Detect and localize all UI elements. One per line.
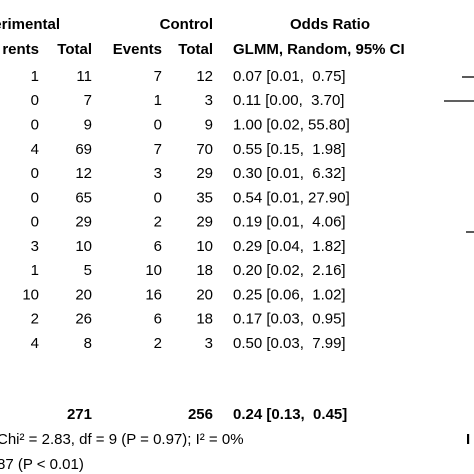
total-cell: 0.24 [0.13, 0.45] xyxy=(233,406,347,423)
cell: 1.00 [0.02, 55.80] xyxy=(233,117,350,134)
column-header: Total xyxy=(178,41,213,58)
cell: 1 xyxy=(31,262,39,279)
cell: 20 xyxy=(196,286,213,303)
cell: 18 xyxy=(196,262,213,279)
cell: 3 xyxy=(154,165,162,182)
cell: 0.30 [0.01, 6.32] xyxy=(233,165,346,182)
cell: 0.07 [0.01, 0.75] xyxy=(233,68,346,85)
cell: 3 xyxy=(205,335,213,352)
footer-text: 87 (P < 0.01) xyxy=(0,456,84,473)
cell: 29 xyxy=(196,214,213,231)
cell: 0 xyxy=(31,165,39,182)
cell: 65 xyxy=(75,189,92,206)
cell: 0 xyxy=(31,189,39,206)
cell: 4 xyxy=(31,335,39,352)
column-header: Events xyxy=(113,41,162,58)
plot-label: I xyxy=(466,431,470,448)
cell: 1 xyxy=(154,92,162,109)
cell: 0.55 [0.15, 1.98] xyxy=(233,141,346,158)
cell: 35 xyxy=(196,189,213,206)
cell: 5 xyxy=(84,262,92,279)
cell: 0.29 [0.04, 1.82] xyxy=(233,238,346,255)
cell: 0.54 [0.01, 27.90] xyxy=(233,189,350,206)
cell: 0.11 [0.00, 3.70] xyxy=(233,92,344,109)
cell: 2 xyxy=(31,311,39,328)
cell: 1 xyxy=(31,68,39,85)
cell: 0.50 [0.03, 7.99] xyxy=(233,335,346,352)
cell: 3 xyxy=(205,92,213,109)
column-header: GLMM, Random, 95% CI xyxy=(233,41,405,58)
cell: 26 xyxy=(75,311,92,328)
cell: 0 xyxy=(31,92,39,109)
group-header: perimental xyxy=(0,16,60,33)
cell: 70 xyxy=(196,141,213,158)
cell: 2 xyxy=(154,335,162,352)
total-cell: 256 xyxy=(188,406,213,423)
cell: 0 xyxy=(154,189,162,206)
column-header: rents xyxy=(2,41,39,58)
group-header: Odds Ratio xyxy=(290,16,370,33)
footer-text: Chi² = 2.83, df = 9 (P = 0.97); I² = 0% xyxy=(0,431,244,448)
cell: 0.25 [0.06, 1.02] xyxy=(233,286,346,303)
cell: 7 xyxy=(84,92,92,109)
cell: 12 xyxy=(75,165,92,182)
cell: 9 xyxy=(205,117,213,134)
cell: 20 xyxy=(75,286,92,303)
cell: 29 xyxy=(75,214,92,231)
cell: 0.17 [0.03, 0.95] xyxy=(233,311,346,328)
cell: 6 xyxy=(154,238,162,255)
cell: 69 xyxy=(75,141,92,158)
cell: 2 xyxy=(154,214,162,231)
cell: 0 xyxy=(31,117,39,134)
cell: 10 xyxy=(196,238,213,255)
cell: 7 xyxy=(154,68,162,85)
cell: 4 xyxy=(31,141,39,158)
cell: 12 xyxy=(196,68,213,85)
group-header: Control xyxy=(160,16,213,33)
column-header: Total xyxy=(57,41,92,58)
cell: 18 xyxy=(196,311,213,328)
cell: 9 xyxy=(84,117,92,134)
cell: 6 xyxy=(154,311,162,328)
cell: 29 xyxy=(196,165,213,182)
cell: 10 xyxy=(145,262,162,279)
cell: 3 xyxy=(31,238,39,255)
cell: 10 xyxy=(75,238,92,255)
cell: 0 xyxy=(154,117,162,134)
cell: 16 xyxy=(145,286,162,303)
cell: 0.19 [0.01, 4.06] xyxy=(233,214,346,231)
cell: 11 xyxy=(76,68,92,85)
total-cell: 271 xyxy=(67,406,92,423)
cell: 10 xyxy=(22,286,39,303)
cell: 0.20 [0.02, 2.16] xyxy=(233,262,346,279)
cell: 0 xyxy=(31,214,39,231)
cell: 8 xyxy=(84,335,92,352)
cell: 7 xyxy=(154,141,162,158)
